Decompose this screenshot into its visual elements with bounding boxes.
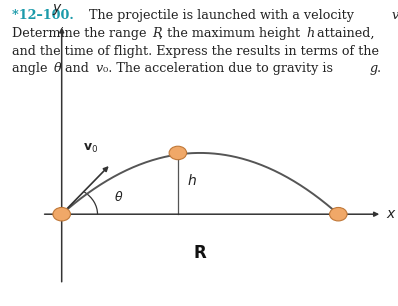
- Text: Determine the range: Determine the range: [12, 27, 150, 40]
- Text: g: g: [370, 62, 378, 75]
- Text: angle: angle: [12, 62, 51, 75]
- Text: attained,: attained,: [314, 27, 375, 40]
- Text: $x$: $x$: [386, 207, 397, 221]
- Text: $y$: $y$: [53, 2, 63, 17]
- Text: h: h: [307, 27, 315, 40]
- Text: $\mathbf{v}_0$: $\mathbf{v}_0$: [84, 142, 99, 155]
- Text: and the time of flight. Express the results in terms of the: and the time of flight. Express the resu…: [12, 45, 379, 58]
- Text: $\theta$: $\theta$: [114, 190, 124, 204]
- Text: v: v: [392, 9, 398, 22]
- Text: and: and: [61, 62, 93, 75]
- Text: $\mathbf{R}$: $\mathbf{R}$: [193, 245, 207, 262]
- Text: v: v: [96, 62, 103, 75]
- Text: , the maximum height: , the maximum height: [159, 27, 304, 40]
- Circle shape: [53, 207, 70, 221]
- Text: ₀. The acceleration due to gravity is: ₀. The acceleration due to gravity is: [103, 62, 337, 75]
- Text: $h$: $h$: [187, 173, 197, 188]
- Text: θ: θ: [54, 62, 62, 75]
- Text: The projectile is launched with a velocity: The projectile is launched with a veloci…: [89, 9, 358, 22]
- Text: .: .: [377, 62, 380, 75]
- Circle shape: [169, 146, 187, 160]
- Text: *12–100.: *12–100.: [12, 9, 83, 22]
- Text: R: R: [152, 27, 162, 40]
- Circle shape: [330, 207, 347, 221]
